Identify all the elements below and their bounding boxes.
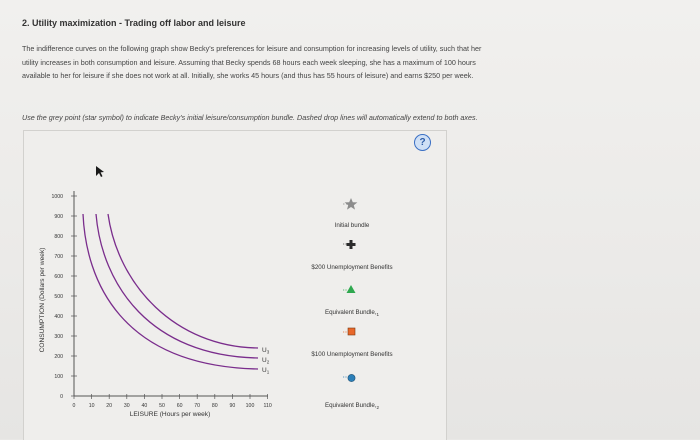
curve-label-u2: U2 — [262, 357, 270, 365]
legend-label-200-benefits: $200 Unemployment Benefits — [311, 264, 393, 271]
y-tick-label: 400 — [54, 314, 63, 320]
x-tick-label: 30 — [124, 403, 130, 409]
legend-equivalent-bundle-2[interactable] — [343, 374, 356, 382]
x-axis-label: LEISURE (Hours per week) — [130, 411, 211, 418]
curve-labels: U3 U2 U1 — [262, 347, 270, 375]
x-tick-label: 10 — [89, 403, 95, 409]
curve-label-u3: U3 — [262, 347, 270, 355]
y-tick-label: 500 — [54, 294, 63, 300]
legend-label-text: Equivalent Bundle, — [324, 309, 377, 316]
legend-200-benefits[interactable] — [343, 240, 356, 249]
legend-label-equivalent-bundle-2: Equivalent Bundle,2 — [324, 402, 380, 411]
legend-label-equivalent-bundle-1: Equivalent Bundle,1 — [324, 309, 380, 318]
curve-label-u1: U1 — [262, 367, 270, 375]
legend-100-benefits[interactable] — [343, 327, 356, 336]
square-icon[interactable] — [347, 327, 356, 336]
mouse-cursor-icon — [96, 166, 104, 177]
intro-line: The indifference curves on the following… — [22, 44, 482, 53]
x-tick-label: 100 — [246, 403, 255, 409]
x-tick-label: 0 — [73, 403, 76, 409]
legend-equivalent-bundle-1[interactable] — [343, 285, 356, 293]
y-axis-label: CONSUMPTION (Dollars per week) — [39, 248, 46, 353]
y-tick-label: 0 — [60, 394, 63, 400]
y-tick-label: 700 — [54, 254, 63, 260]
y-tick-label: 300 — [54, 334, 63, 340]
triangle-icon[interactable] — [346, 285, 356, 293]
legend-initial-bundle[interactable] — [343, 198, 358, 210]
y-tick-label: 200 — [54, 354, 63, 360]
question-title: 2. Utility maximization - Trading off la… — [22, 18, 246, 28]
x-tick-label: 50 — [159, 403, 165, 409]
y-tick-label: 800 — [54, 234, 63, 240]
y-tick-label: 900 — [54, 214, 63, 220]
y-tick-label: 600 — [54, 274, 63, 280]
x-tick-label: 110 — [263, 403, 271, 409]
indifference-curve-u2 — [95, 213, 259, 359]
circle-icon[interactable] — [347, 374, 356, 382]
graph-panel — [23, 130, 447, 440]
legend-label-100-benefits: $100 Unemployment Benefits — [311, 351, 393, 358]
instruction-text: Use the grey point (star symbol) to indi… — [22, 113, 478, 122]
x-tick-label: 80 — [212, 403, 218, 409]
y-tick-label: 100 — [54, 374, 63, 380]
star-icon[interactable] — [344, 198, 358, 210]
help-icon[interactable]: ? — [414, 134, 431, 151]
indifference-curve-u3 — [107, 213, 259, 349]
plus-icon[interactable] — [346, 240, 356, 249]
x-tick-label: 40 — [142, 403, 148, 409]
legend-label-text: Equivalent Bundle, — [324, 402, 377, 409]
intro-text: The indifference curves on the following… — [22, 42, 582, 83]
y-tick-label: 1000 — [51, 194, 63, 200]
intro-line: utility increases in both consumption an… — [22, 57, 476, 67]
intro-line: available to her for leisure if she does… — [22, 71, 474, 80]
x-tick-label: 70 — [194, 403, 200, 409]
x-tick-label: 90 — [230, 403, 236, 409]
indifference-curve-u1 — [82, 213, 259, 370]
legend-label-initial-bundle: Initial bundle — [334, 222, 370, 229]
x-tick-label: 60 — [177, 403, 183, 409]
x-tick-label: 20 — [106, 403, 112, 409]
